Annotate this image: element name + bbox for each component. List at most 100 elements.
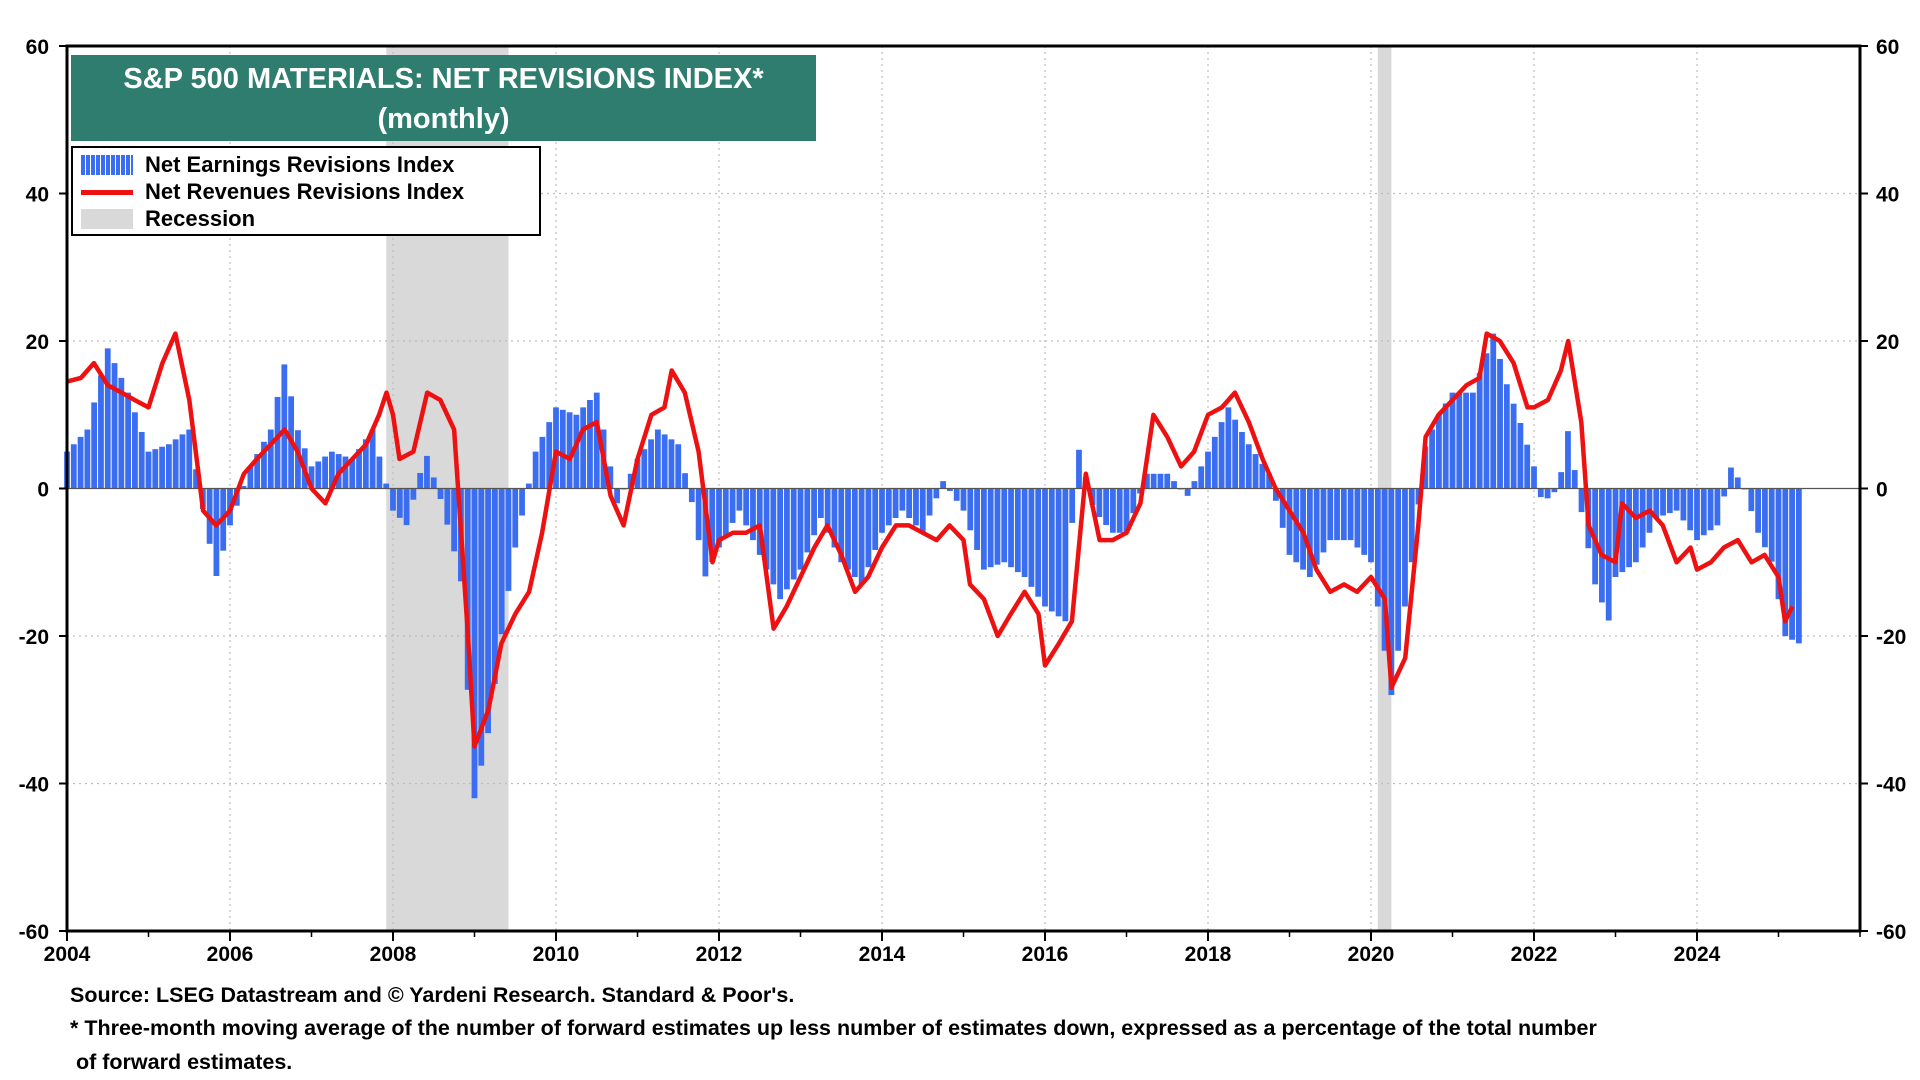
earnings-bar bbox=[349, 459, 356, 489]
earnings-bar bbox=[410, 488, 417, 500]
earnings-bar bbox=[1388, 488, 1395, 695]
earnings-bar bbox=[1503, 384, 1510, 489]
earnings-bar bbox=[763, 488, 770, 570]
earnings-bar bbox=[132, 412, 138, 489]
earnings-bar bbox=[1028, 488, 1035, 587]
earnings-bar bbox=[661, 434, 668, 489]
earnings-bar bbox=[838, 488, 845, 563]
earnings-bar bbox=[573, 414, 580, 489]
y-tick-label-left: -20 bbox=[19, 626, 49, 649]
earnings-bar bbox=[70, 444, 77, 489]
earnings-bar bbox=[1687, 488, 1694, 531]
legend-recession-swatch bbox=[81, 209, 133, 229]
earnings-bar bbox=[987, 488, 994, 568]
earnings-bar bbox=[933, 488, 940, 499]
earnings-bar bbox=[1239, 431, 1245, 489]
earnings-bar bbox=[498, 488, 505, 635]
y-tick-label-right: 0 bbox=[1876, 479, 1888, 502]
earnings-bar bbox=[546, 422, 553, 489]
earnings-bar bbox=[213, 488, 220, 576]
earnings-bar bbox=[994, 488, 1001, 565]
earnings-bar bbox=[1551, 488, 1558, 493]
y-tick-label-left: 20 bbox=[26, 331, 49, 354]
earnings-bar bbox=[1306, 488, 1313, 577]
earnings-bar bbox=[328, 451, 335, 489]
earnings-bar bbox=[614, 488, 621, 504]
earnings-bar bbox=[1395, 488, 1402, 651]
earnings-bar bbox=[1076, 449, 1082, 489]
y-tick-label-right: -40 bbox=[1876, 774, 1906, 797]
earnings-bar bbox=[919, 488, 926, 533]
x-tick-label: 2020 bbox=[1348, 943, 1395, 966]
earnings-bar bbox=[261, 441, 267, 489]
earnings-bar bbox=[1354, 488, 1361, 548]
earnings-bar bbox=[1171, 481, 1177, 489]
earnings-bar bbox=[525, 483, 532, 489]
y-tick-label-right: 60 bbox=[1876, 36, 1899, 59]
earnings-bar bbox=[804, 488, 811, 553]
earnings-bar bbox=[1721, 488, 1728, 497]
legend-item-revenues: Net Revenues Revisions Index bbox=[81, 179, 464, 205]
earnings-bar bbox=[1313, 488, 1320, 565]
x-tick-label: 2006 bbox=[207, 943, 254, 966]
earnings-bar bbox=[1632, 488, 1639, 563]
earnings-bar bbox=[865, 488, 872, 568]
earnings-bar bbox=[1130, 488, 1137, 514]
x-tick-label: 2012 bbox=[696, 943, 743, 966]
earnings-bar bbox=[471, 488, 478, 799]
earnings-bar bbox=[1707, 488, 1714, 531]
earnings-bar bbox=[1605, 488, 1612, 621]
earnings-bar bbox=[1198, 466, 1205, 489]
earnings-bar bbox=[1755, 488, 1762, 533]
chart-subtitle: (monthly) bbox=[377, 103, 510, 135]
earnings-bar bbox=[532, 451, 539, 489]
earnings-bar bbox=[1150, 473, 1157, 489]
y-tick-label-right: -60 bbox=[1876, 921, 1906, 944]
earnings-bar bbox=[125, 392, 132, 489]
earnings-bar bbox=[1449, 392, 1456, 489]
earnings-bar bbox=[1143, 473, 1150, 489]
earnings-bar bbox=[464, 488, 471, 690]
earnings-bar bbox=[295, 430, 301, 489]
earnings-bar bbox=[1368, 488, 1374, 563]
earnings-bar bbox=[851, 488, 858, 577]
earnings-bar bbox=[926, 488, 933, 516]
earnings-bar bbox=[424, 455, 430, 489]
earnings-bar bbox=[77, 436, 84, 489]
earnings-bar bbox=[947, 488, 953, 491]
earnings-bar bbox=[505, 488, 512, 591]
earnings-bar bbox=[1157, 473, 1164, 489]
legend-item-recession: Recession bbox=[81, 206, 255, 232]
earnings-bar bbox=[247, 466, 254, 489]
earnings-bar bbox=[1680, 488, 1687, 521]
footer-note-line1: * Three-month moving average of the numb… bbox=[70, 1016, 1597, 1040]
earnings-bar bbox=[315, 461, 322, 489]
earnings-bar bbox=[1402, 488, 1408, 607]
earnings-bar bbox=[1673, 488, 1680, 511]
earnings-bar bbox=[580, 407, 587, 489]
earnings-bar bbox=[675, 444, 682, 489]
earnings-bar bbox=[1320, 488, 1327, 553]
earnings-bar bbox=[369, 429, 376, 489]
earnings-bar bbox=[1110, 488, 1116, 533]
earnings-bar bbox=[559, 409, 566, 489]
earnings-bar bbox=[1021, 488, 1028, 577]
earnings-bar bbox=[722, 488, 729, 536]
legend-label-revenues: Net Revenues Revisions Index bbox=[145, 179, 465, 204]
earnings-bar bbox=[451, 488, 458, 552]
earnings-bar bbox=[1408, 488, 1415, 563]
y-tick-label-left: 0 bbox=[37, 479, 49, 502]
earnings-bar bbox=[1205, 451, 1211, 489]
earnings-bar bbox=[342, 456, 349, 489]
earnings-bar bbox=[654, 429, 661, 489]
chart-title: S&P 500 MATERIALS: NET REVISIONS INDEX* bbox=[123, 63, 764, 95]
earnings-bar bbox=[1422, 446, 1429, 489]
earnings-bar bbox=[1252, 454, 1259, 489]
earnings-bar bbox=[1666, 488, 1673, 514]
earnings-bar bbox=[1775, 488, 1782, 600]
earnings-bar bbox=[1442, 403, 1449, 489]
earnings-bar bbox=[1734, 477, 1741, 489]
earnings-bar bbox=[1483, 353, 1490, 489]
earnings-bar bbox=[960, 488, 967, 511]
earnings-bar bbox=[1008, 488, 1014, 568]
